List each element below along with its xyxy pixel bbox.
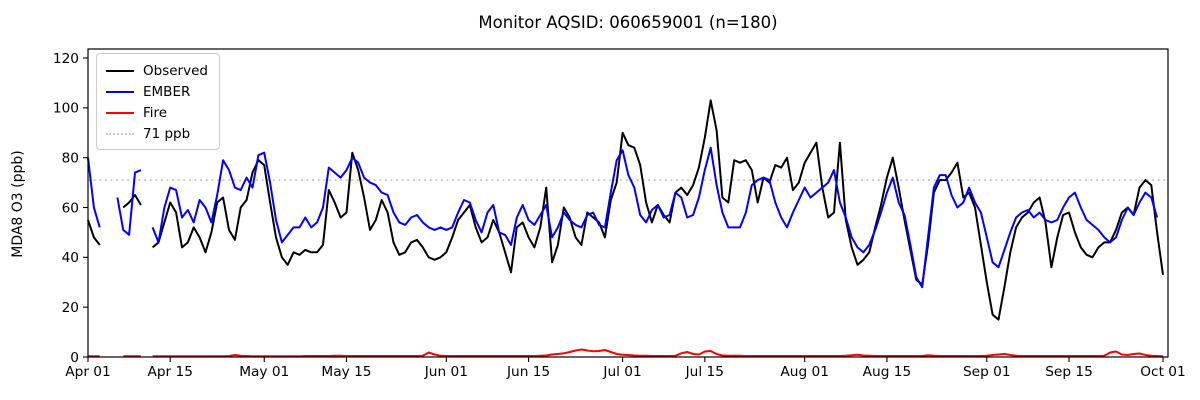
legend-label: 71 ppb [143,125,191,142]
x-tick-label: Jun 01 [424,364,468,380]
legend-line-sample-ember [106,90,134,93]
legend-entry: EMBER [106,81,211,102]
legend-line-sample-observed [106,69,134,72]
legend-entry: 71 ppb [106,123,211,144]
x-tick-label: May 01 [239,364,289,380]
x-tick-label: Jul 01 [602,364,641,380]
x-tick-label: Apr 15 [148,364,193,380]
legend-entry: Observed [106,60,211,81]
series-line-observed [87,99,1164,321]
x-tick-label: May 15 [321,364,371,380]
series-line-ember [87,146,1159,289]
x-tick-label: Oct 01 [1140,364,1185,380]
legend-entry: Fire [106,102,211,123]
x-tick-label: Jul 15 [685,364,724,380]
legend: Observed EMBER Fire 71 ppb [96,53,220,150]
chart-title: Monitor AQSID: 060659001 (n=180) [478,13,778,32]
y-tick-label: 20 [62,300,79,316]
x-tick-label: Aug 01 [780,364,829,380]
x-tick-label: Sep 01 [963,364,1011,380]
y-tick-label: 0 [70,350,79,366]
x-tick-label: Sep 15 [1045,364,1093,380]
series-line-fire [88,348,1164,358]
y-tick-label: 40 [62,250,79,266]
legend-line-sample-71-ppb [106,132,134,135]
legend-label: Fire [143,104,168,121]
legend-line-sample-fire [106,111,134,114]
legend-label: EMBER [143,83,191,100]
y-tick-label: 60 [62,200,79,216]
legend-label: Observed [143,62,208,79]
y-tick-label: 120 [53,51,79,67]
x-tick-label: Apr 01 [65,364,110,380]
plot-border [87,48,1169,358]
x-tick-label: Aug 15 [863,364,912,380]
y-axis-label: MDA8 O3 (ppb) [10,150,26,258]
y-tick-label: 100 [53,101,79,117]
x-tick-label: Jun 15 [506,364,550,380]
y-tick-label: 80 [62,150,79,166]
